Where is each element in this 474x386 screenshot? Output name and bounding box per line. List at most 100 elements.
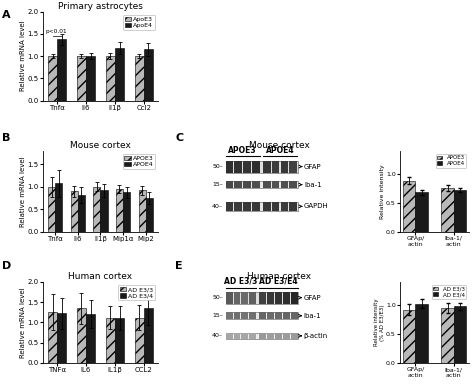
Bar <box>290 201 297 211</box>
Text: 40–: 40– <box>212 204 223 209</box>
Bar <box>234 333 240 339</box>
Title: Mouse cortex: Mouse cortex <box>249 141 310 150</box>
Bar <box>226 161 298 173</box>
Title: Primary astrocytes: Primary astrocytes <box>58 2 143 11</box>
Y-axis label: Relative intensity: Relative intensity <box>380 164 384 218</box>
Text: B: B <box>2 133 11 143</box>
Bar <box>86 56 95 101</box>
Bar <box>441 308 454 363</box>
Bar <box>415 192 428 232</box>
Bar <box>263 181 271 188</box>
Bar <box>234 312 240 319</box>
Y-axis label: Relative intensity
(% AD E3/E3): Relative intensity (% AD E3/E3) <box>374 298 384 346</box>
Bar <box>100 190 108 232</box>
Bar <box>235 181 242 188</box>
Bar <box>144 49 153 101</box>
Bar <box>135 56 144 101</box>
Bar <box>123 192 130 232</box>
Bar <box>241 333 248 339</box>
Text: APOE4: APOE4 <box>266 146 294 155</box>
Legend: APOE3, APOE4: APOE3, APOE4 <box>122 154 155 169</box>
Y-axis label: Relative mRNA level: Relative mRNA level <box>20 287 26 358</box>
Bar <box>93 187 100 232</box>
Text: C: C <box>175 133 183 143</box>
Bar <box>252 201 260 211</box>
Bar <box>263 161 271 173</box>
Bar <box>454 190 466 232</box>
Text: A: A <box>2 10 11 20</box>
Bar <box>243 181 251 188</box>
Bar <box>283 291 290 304</box>
Bar <box>57 313 66 363</box>
Text: 15–: 15– <box>212 182 223 187</box>
Text: E: E <box>175 261 183 271</box>
Bar <box>226 291 298 304</box>
Bar <box>48 56 57 101</box>
Bar <box>283 312 290 319</box>
Text: p<0.01: p<0.01 <box>45 29 67 34</box>
Bar <box>146 198 153 232</box>
Legend: APOE3, APOE4: APOE3, APOE4 <box>436 154 466 168</box>
Bar <box>272 201 280 211</box>
Text: 15–: 15– <box>212 313 223 318</box>
Bar <box>55 183 63 232</box>
Bar <box>243 161 251 173</box>
Legend: AD E3/3, AD E3/4: AD E3/3, AD E3/4 <box>118 285 155 300</box>
Legend: ApoE3, ApoE4: ApoE3, ApoE4 <box>123 15 155 30</box>
Bar <box>267 312 274 319</box>
Bar <box>241 312 248 319</box>
Bar <box>135 318 144 363</box>
Text: 50–: 50– <box>212 164 223 169</box>
Bar <box>77 56 86 101</box>
Bar <box>115 48 124 101</box>
Bar <box>243 201 251 211</box>
Legend: AD E3/3, AD E3/4: AD E3/3, AD E3/4 <box>432 285 466 299</box>
Bar <box>281 161 288 173</box>
Bar <box>263 201 271 211</box>
Bar <box>272 161 280 173</box>
Text: GAPDH: GAPDH <box>304 203 329 209</box>
Bar <box>77 308 86 363</box>
Bar <box>454 306 466 363</box>
Bar <box>275 333 282 339</box>
Bar <box>226 291 233 304</box>
Bar <box>48 312 57 363</box>
Bar <box>259 333 266 339</box>
Bar <box>249 333 256 339</box>
Bar <box>226 312 233 319</box>
Bar <box>441 188 454 232</box>
Title: Human cortex: Human cortex <box>68 272 133 281</box>
Bar <box>259 291 266 304</box>
Bar <box>138 190 146 232</box>
Bar <box>241 291 248 304</box>
Text: Iba-1: Iba-1 <box>303 313 321 319</box>
Bar <box>267 291 274 304</box>
Bar <box>249 291 256 304</box>
Bar <box>57 39 66 101</box>
Bar <box>235 161 242 173</box>
Bar <box>249 312 256 319</box>
Bar <box>290 161 297 173</box>
Bar <box>116 189 123 232</box>
Bar <box>226 312 298 319</box>
Bar <box>235 201 242 211</box>
Text: AD E3/3: AD E3/3 <box>224 277 258 286</box>
Bar <box>267 333 274 339</box>
Y-axis label: Relative mRNA level: Relative mRNA level <box>20 156 26 227</box>
Bar <box>252 181 260 188</box>
Bar <box>259 312 266 319</box>
Y-axis label: Relative mRNA level: Relative mRNA level <box>20 21 26 91</box>
Bar <box>226 201 233 211</box>
Text: GFAP: GFAP <box>304 164 322 169</box>
Bar <box>106 56 115 101</box>
Bar <box>403 310 415 363</box>
Title: Human cortex: Human cortex <box>247 272 311 281</box>
Bar <box>226 333 233 339</box>
Title: Mouse cortex: Mouse cortex <box>70 141 131 150</box>
Bar <box>106 318 115 363</box>
Bar <box>86 314 95 363</box>
Bar <box>272 181 280 188</box>
Bar <box>281 181 288 188</box>
Bar <box>226 333 298 339</box>
Bar <box>415 304 428 363</box>
